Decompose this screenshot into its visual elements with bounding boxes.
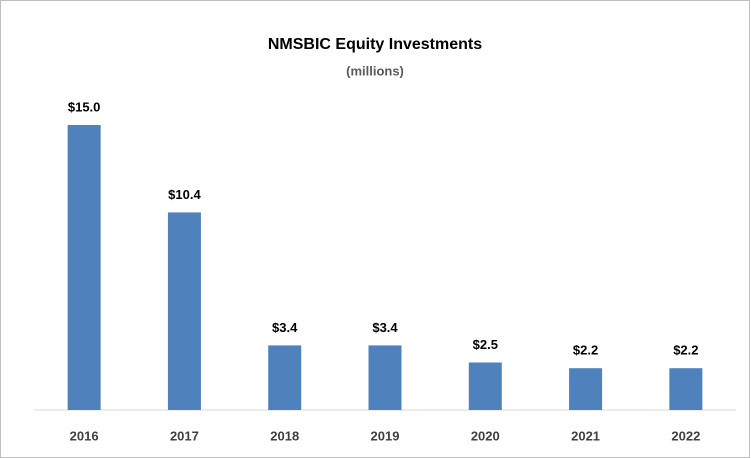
bar — [268, 345, 302, 410]
value-label: $2.5 — [473, 337, 498, 352]
x-tick-label: 2018 — [270, 428, 299, 443]
bar — [67, 125, 101, 410]
x-tick-label: 2021 — [571, 428, 600, 443]
value-label: $3.4 — [372, 320, 398, 335]
value-label: $2.2 — [573, 343, 598, 358]
bar — [669, 368, 703, 410]
value-label: $3.4 — [272, 320, 298, 335]
bar — [569, 368, 603, 410]
x-tick-label: 2017 — [170, 428, 199, 443]
value-label: $15.0 — [68, 99, 101, 114]
x-tick-label: 2020 — [471, 428, 500, 443]
bar — [368, 345, 402, 410]
bar — [468, 362, 502, 410]
value-label: $2.2 — [673, 343, 698, 358]
bar — [167, 212, 201, 410]
x-tick-label: 2019 — [371, 428, 400, 443]
value-label: $10.4 — [168, 187, 201, 202]
chart-subtitle: (millions) — [346, 63, 404, 78]
x-tick-label: 2022 — [671, 428, 700, 443]
chart-title: NMSBIC Equity Investments — [268, 36, 482, 53]
x-tick-label: 2016 — [70, 428, 99, 443]
